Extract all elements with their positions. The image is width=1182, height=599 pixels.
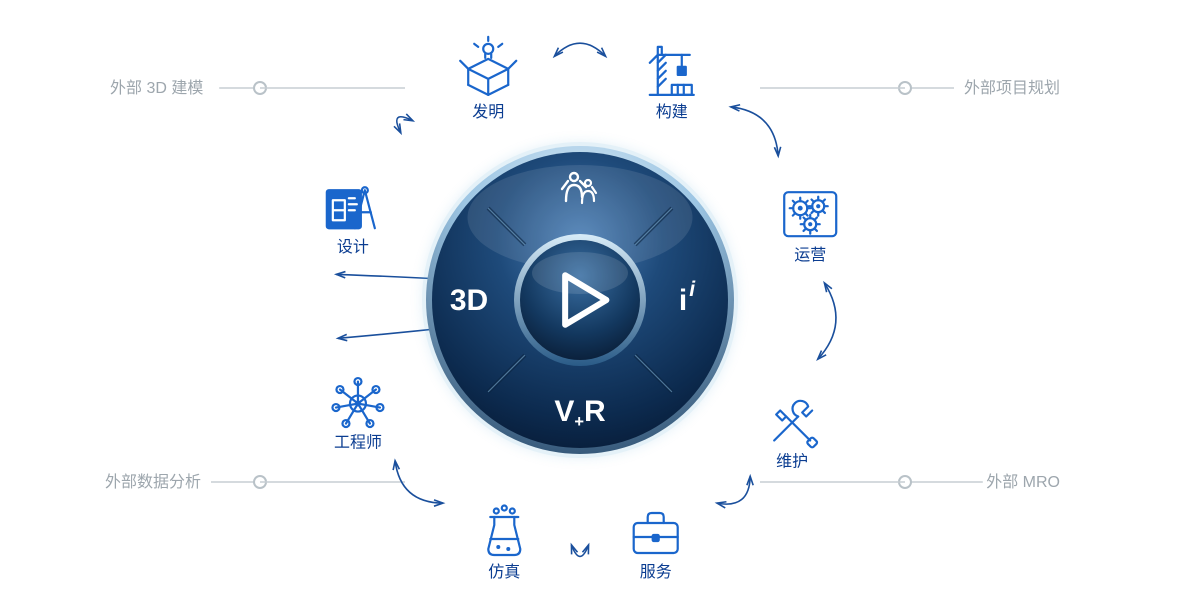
node-service: 服务	[634, 513, 678, 581]
node-maintain: 维护	[774, 401, 818, 471]
invent-icon	[460, 37, 516, 95]
engineer-icon	[332, 378, 383, 427]
node-operate: 运营	[784, 192, 836, 264]
node-service-label: 服务	[640, 563, 672, 581]
service-icon	[634, 513, 678, 553]
segment-west-label: 3D	[450, 284, 488, 317]
maintain-icon	[774, 401, 818, 448]
node-build-label: 构建	[656, 103, 688, 121]
diagram-stage: 外部 3D 建模 外部项目规划外部数据分析 外部 MRO 3DiiV+R 发明 构建运…	[0, 0, 1182, 599]
node-design: 设计	[327, 187, 375, 256]
simulate-icon	[488, 506, 520, 556]
arrow-design-invent	[394, 114, 413, 133]
ext-mro-label: 外部 MRO	[986, 473, 1060, 491]
ext-data-label: 外部数据分析	[105, 473, 201, 491]
node-engineer: 工程师	[332, 378, 383, 452]
arrow-service-simulate	[571, 545, 588, 557]
arrow-maintain-service	[717, 476, 753, 508]
ext-plan-label: 外部项目规划	[964, 79, 1060, 97]
node-maintain-label: 维护	[776, 453, 808, 471]
node-simulate-label: 仿真	[488, 563, 520, 581]
build-icon	[650, 47, 694, 95]
ext-data: 外部数据分析	[105, 473, 405, 491]
node-invent: 发明	[460, 37, 516, 121]
arrow-simulate-engineer	[393, 461, 443, 506]
ext-plan: 外部项目规划	[760, 79, 1060, 97]
node-simulate: 仿真	[488, 506, 520, 582]
arrow-invent-build	[554, 43, 605, 56]
operate-icon	[784, 192, 836, 236]
node-build: 构建	[650, 47, 694, 121]
ext-3d: 外部 3D 建模	[110, 79, 405, 97]
node-design-label: 设计	[337, 238, 369, 256]
ext-mro: 外部 MRO	[760, 473, 1060, 491]
arrow-operate-maintain	[818, 283, 836, 359]
diagram-svg: 外部 3D 建模 外部项目规划外部数据分析 外部 MRO 3DiiV+R 发明 构建运…	[0, 0, 1182, 599]
arrow-build-operate	[731, 105, 781, 156]
design-icon	[327, 187, 375, 228]
node-engineer-label: 工程师	[334, 434, 382, 452]
ext-3d-label: 外部 3D 建模	[110, 79, 203, 97]
node-invent-label: 发明	[472, 103, 504, 121]
central-compass: 3DiiV+R	[422, 142, 738, 458]
node-operate-label: 运营	[794, 246, 826, 264]
